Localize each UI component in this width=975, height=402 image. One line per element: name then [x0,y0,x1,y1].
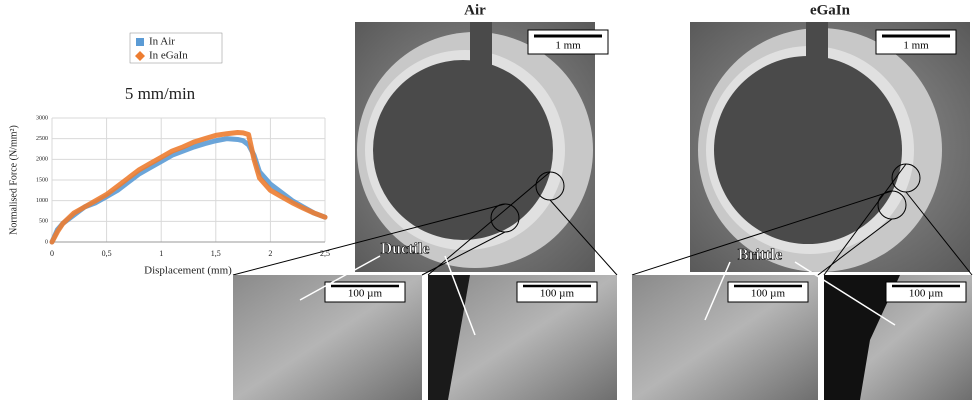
scale-label: 1 mm [903,40,929,52]
data-line [49,136,328,245]
annotation: Ductile [381,241,430,258]
scale-label: 100 µm [540,288,575,300]
y-tick-label: 2500 [36,136,48,142]
legend-label: In eGaIn [149,50,188,62]
x-tick-label: 2,5 [320,249,330,258]
data-line [49,129,328,245]
x-tick-label: 1 [159,249,163,258]
y-tick-label: 500 [39,219,48,225]
legend-marker [135,51,145,61]
legend-label: In Air [149,36,175,48]
x-tick-label: 0 [50,249,54,258]
legend-box [129,32,223,64]
scale-label: 100 µm [348,288,383,300]
x-tick-label: 2 [268,249,272,258]
x-tick-label: 1,5 [211,249,221,258]
x-axis-label: Displacement (mm) [144,265,232,277]
scale-label: 1 mm [555,40,581,52]
y-tick-label: 0 [45,239,48,245]
egain-image: 1 mm [690,22,970,272]
y-axis-label: Normalised Force (N/mm²) [8,125,19,235]
air-image: 1 mm [355,22,609,272]
panel-title: Air [464,2,486,18]
legend-marker [136,38,144,46]
chart-title: 5 mm/min [125,84,196,103]
inset-scales: 100 µm 100 µm 100 µm 100 µm [324,281,967,303]
y-tick-label: 2000 [36,157,48,163]
y-tick-label: 1000 [36,198,48,204]
annotation: Brittle [738,247,782,264]
chart: 5 mm/min Displacement (mm) Normalised Fo… [8,32,330,277]
y-tick-label: 1500 [36,177,48,183]
scale-label: 100 µm [909,288,944,300]
zoom-lines [232,163,973,276]
x-tick-label: 0,5 [102,249,112,258]
panel-title: eGaIn [810,2,851,18]
y-tick-label: 3000 [36,115,48,121]
annotation-arrows [299,255,896,336]
scale-label: 100 µm [751,288,786,300]
